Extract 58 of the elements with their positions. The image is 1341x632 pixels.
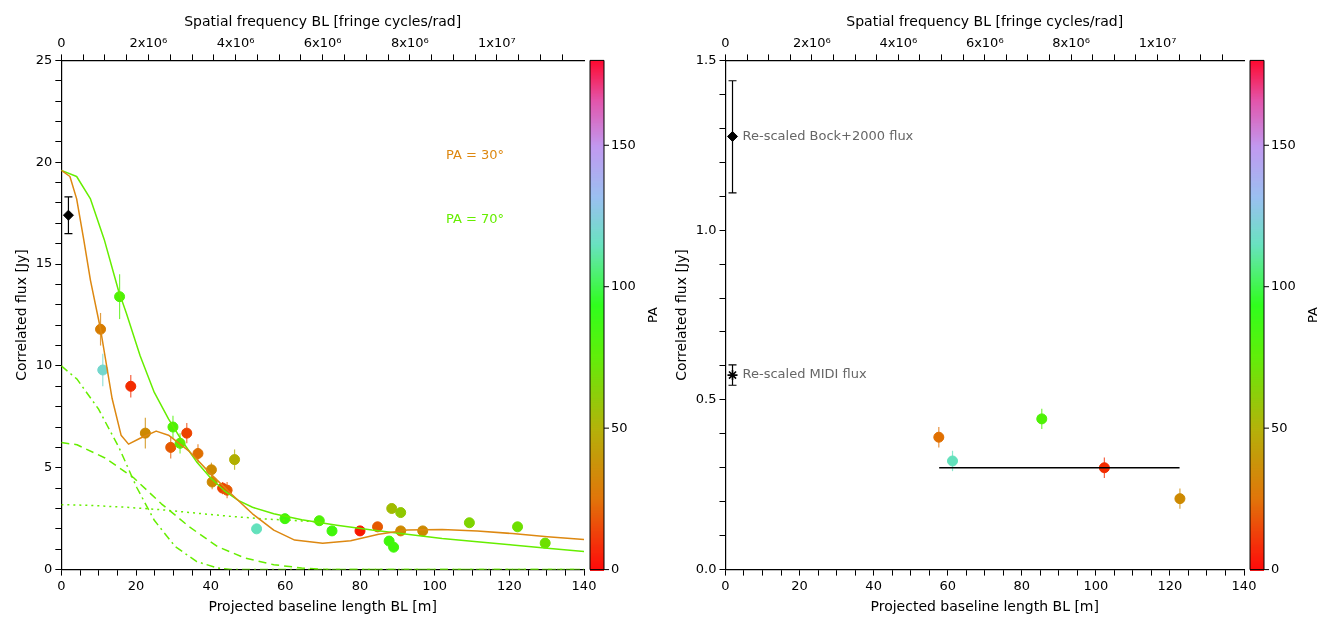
y-axis-title: Correlated flux [Jy]	[673, 249, 690, 381]
y-tick-label: 15	[35, 255, 53, 271]
x-axis-title: Projected baseline length BL [m]	[870, 598, 1099, 615]
x-tick-label: 140	[1231, 577, 1257, 593]
x-tick-label: 20	[127, 577, 145, 593]
color-bar-label: 150	[611, 136, 636, 152]
x2-axis-title: Spatial frequency BL [fringe cycles/rad]	[846, 13, 1124, 30]
x2-tick-label: 4x10⁶	[216, 34, 255, 50]
y-tick-label: 10	[35, 357, 53, 373]
x-tick-label: 40	[202, 577, 219, 593]
text: PA = 30°	[445, 146, 504, 162]
annotation: Re-scaled Bock+2000 flux	[742, 127, 914, 143]
x2-tick-label: 6x10⁶	[303, 34, 342, 50]
x2-tick-label: 0	[57, 34, 66, 50]
x-tick-label: 100	[1083, 577, 1109, 593]
x2-tick-label: 2x10⁶	[129, 34, 168, 50]
color-bar-label: 0	[1271, 560, 1280, 576]
y-tick-label: 5	[44, 459, 53, 475]
y-tick-label: 0.0	[695, 560, 717, 576]
color-bar-label: 50	[1271, 419, 1288, 435]
x-tick-label: 60	[277, 577, 294, 593]
x2-axis-title: Spatial frequency BL [fringe cycles/rad]	[184, 13, 462, 30]
text: PA = 70°	[445, 210, 504, 226]
x2-tick-label: 4x10⁶	[879, 34, 918, 50]
x-tick-label: 120	[496, 577, 522, 593]
annotation: Re-scaled MIDI flux	[742, 366, 867, 382]
color-bar-title: PA	[1305, 306, 1321, 323]
x-tick-label: 140	[571, 577, 597, 593]
x2-tick-label: 2x10⁶	[793, 34, 831, 50]
color-bar-label: 100	[1271, 278, 1296, 294]
y-tick-label: 25	[35, 51, 53, 67]
x2-tick-label: 8x10⁶	[1052, 34, 1091, 50]
color-bar-title: PA	[645, 306, 661, 323]
y-tick-label: 1.0	[695, 221, 717, 237]
y-tick-label: 1.5	[695, 51, 717, 67]
y-tick-label: 20	[35, 153, 53, 169]
y-tick-label: 0.5	[695, 391, 717, 407]
x-tick-label: 60	[939, 577, 956, 593]
color-bar-label: 50	[611, 419, 628, 435]
y-axis-title: Correlated flux [Jy]	[13, 249, 30, 381]
y-tick-label: 0	[44, 560, 53, 576]
x2-tick-label: 0	[721, 34, 730, 50]
x-tick-label: 20	[791, 577, 808, 593]
x-tick-label: 40	[865, 577, 882, 593]
x-tick-label: 120	[1157, 577, 1183, 593]
x2-tick-label: 8x10⁶	[390, 34, 429, 50]
color-bar-label: 0	[611, 560, 620, 576]
x-axis-title: Projected baseline length BL [m]	[208, 598, 437, 615]
x-tick-label: 0	[721, 577, 730, 593]
x2-tick-label: 1x10⁷	[478, 34, 516, 50]
x2-tick-label: 6x10⁶	[965, 34, 1004, 50]
x2-tick-label: 1x10⁷	[1138, 34, 1177, 50]
x-tick-label: 80	[351, 577, 369, 593]
x-tick-label: 100	[422, 577, 448, 593]
color-bar-label: 100	[611, 278, 636, 294]
color-bar-label: 150	[1271, 136, 1296, 152]
x-tick-label: 80	[1013, 577, 1031, 593]
x-tick-label: 0	[57, 577, 66, 593]
